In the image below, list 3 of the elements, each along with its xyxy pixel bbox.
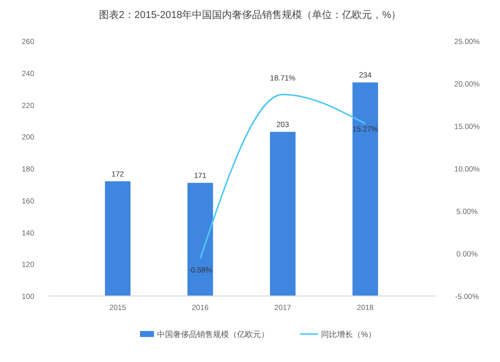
legend-label: 中国奢侈品销售规模（亿欧元） bbox=[157, 330, 269, 339]
legend-label: 同比增长（%） bbox=[321, 330, 376, 339]
chart-title: 图表2：2015-2018年中国国内奢侈品销售规模（单位：亿欧元，%） bbox=[98, 9, 402, 21]
